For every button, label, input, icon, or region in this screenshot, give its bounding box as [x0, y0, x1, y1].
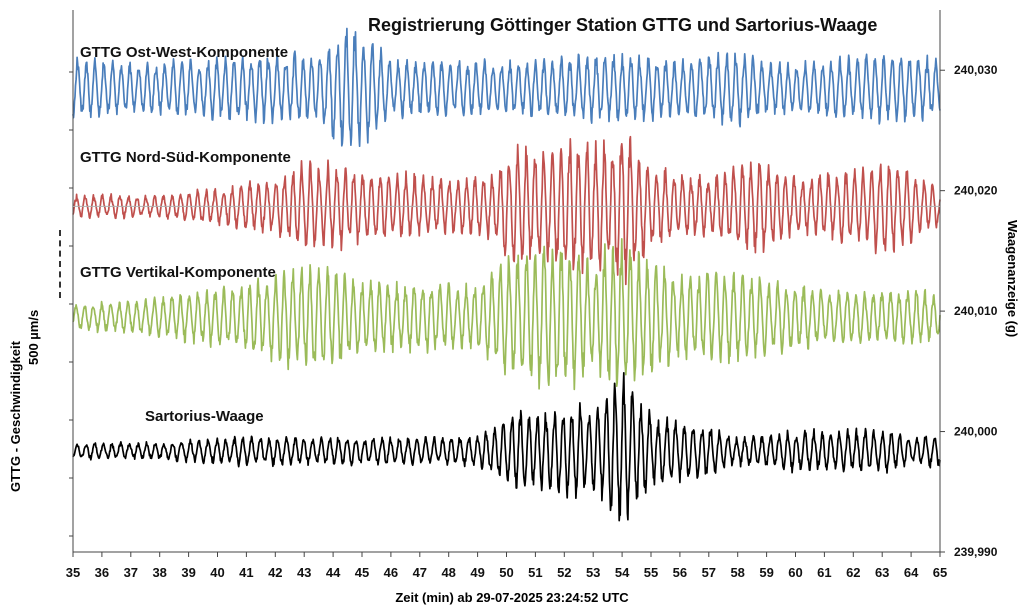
x-tick-label: 53	[586, 565, 600, 580]
series-label-vertikal: GTTG Vertikal-Komponente	[80, 264, 276, 281]
x-tick-label: 64	[904, 565, 919, 580]
x-tick-label: 54	[615, 565, 630, 580]
series-line-3	[72, 371, 941, 522]
x-tick-label: 46	[384, 565, 398, 580]
x-tick-label: 56	[673, 565, 687, 580]
x-tick-label: 42	[268, 565, 282, 580]
x-tick-label: 47	[413, 565, 427, 580]
x-tick-label: 60	[788, 565, 802, 580]
x-tick-label: 51	[528, 565, 542, 580]
chart-title: Registrierung Göttinger Station GTTG und…	[368, 15, 878, 35]
x-tick-label: 40	[210, 565, 224, 580]
series-label-nord-sued: GTTG Nord-Süd-Komponente	[80, 149, 291, 166]
x-tick-label: 55	[644, 565, 658, 580]
scale-bar-label: 500 µm/s	[26, 309, 41, 365]
x-tick-label: 63	[875, 565, 889, 580]
x-tick-label: 38	[152, 565, 166, 580]
x-tick-label: 37	[124, 565, 138, 580]
x-tick-label: 65	[933, 565, 947, 580]
x-tick-label: 44	[326, 565, 341, 580]
series-line-2	[72, 238, 941, 391]
series-label-ost-west: GTTG Ost-West-Komponente	[80, 44, 289, 61]
x-tick-label: 57	[702, 565, 716, 580]
x-tick-label: 35	[66, 565, 80, 580]
x-tick-label: 41	[239, 565, 253, 580]
x-axis-label: Zeit (min) ab 29-07-2025 23:24:52 UTC	[395, 590, 629, 605]
y-tick-label-right: 240,020	[954, 184, 998, 198]
series-line-1	[72, 135, 941, 286]
x-tick-label: 58	[730, 565, 744, 580]
x-tick-label: 62	[846, 565, 860, 580]
y-tick-label-right: 240,000	[954, 425, 998, 439]
x-tick-label: 59	[759, 565, 773, 580]
x-tick-label: 36	[95, 565, 109, 580]
x-tick-label: 48	[441, 565, 455, 580]
series-label-waage: Sartorius-Waage	[145, 408, 264, 425]
x-tick-label: 45	[355, 565, 369, 580]
x-tick-label: 50	[499, 565, 513, 580]
series-line-0	[72, 27, 941, 148]
x-tick-label: 52	[557, 565, 571, 580]
y-tick-label-right: 240,010	[954, 304, 998, 318]
x-tick-label: 43	[297, 565, 311, 580]
x-tick-label: 39	[181, 565, 195, 580]
y-tick-label-right: 239,990	[954, 545, 998, 559]
y-axis-label-left: GTTG - Geschwindigkeit	[8, 341, 23, 492]
x-tick-label: 61	[817, 565, 831, 580]
scale-bar	[59, 230, 61, 298]
y-tick-label-right: 240,030	[954, 63, 998, 77]
x-tick-label: 49	[470, 565, 484, 580]
y-axis-label-right: Waagenanzeige (g)	[1005, 220, 1020, 338]
